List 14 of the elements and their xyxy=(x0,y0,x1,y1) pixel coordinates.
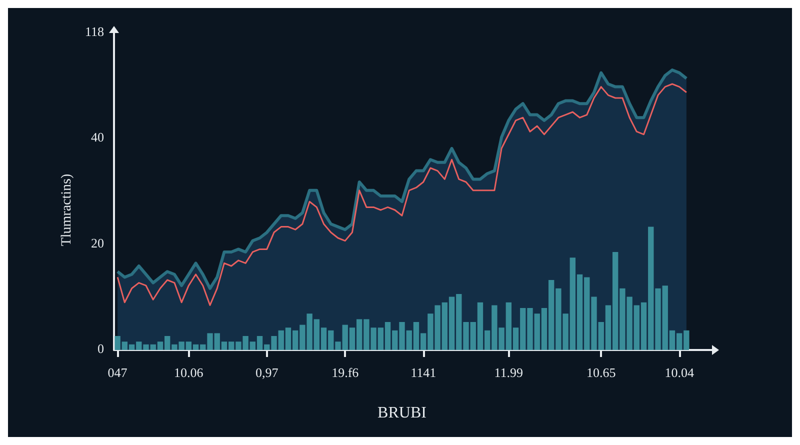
text: 0 xyxy=(98,341,104,356)
x-tick-label: 11.99 xyxy=(494,365,524,380)
x-tick-label: 10.06 xyxy=(174,365,204,380)
text: 40 xyxy=(91,130,104,145)
x-axis-title: BRUBI xyxy=(378,404,426,422)
x-tick-label: 047 xyxy=(108,365,128,380)
x-tick-label: 0,97 xyxy=(256,365,279,380)
text: 118 xyxy=(84,24,104,39)
x-tick-label: 1141 xyxy=(410,365,436,380)
x-tick-label: 10.04 xyxy=(664,365,694,380)
x-tick-label: 10.65 xyxy=(586,365,616,380)
x-tick-label: 19.f6 xyxy=(332,365,360,380)
y-axis-title: Tlumractins) xyxy=(60,174,74,246)
text: 20 xyxy=(91,235,104,250)
